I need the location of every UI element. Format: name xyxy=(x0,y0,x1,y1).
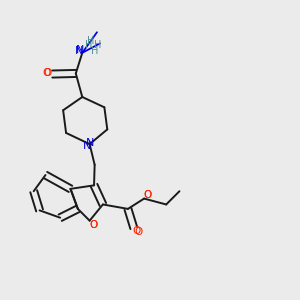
Text: H: H xyxy=(91,46,99,56)
Text: O: O xyxy=(44,68,52,78)
Text: N: N xyxy=(75,46,83,56)
Text: O: O xyxy=(43,68,51,78)
Text: O: O xyxy=(90,220,98,230)
Text: O: O xyxy=(89,220,97,230)
Text: N: N xyxy=(76,45,84,55)
Text: H: H xyxy=(94,40,102,50)
Text: H: H xyxy=(85,40,93,50)
Text: O: O xyxy=(143,190,151,200)
Text: N: N xyxy=(86,138,95,148)
Text: O: O xyxy=(133,226,141,236)
Text: O: O xyxy=(134,227,142,237)
Text: H: H xyxy=(87,36,94,46)
Text: O: O xyxy=(143,190,152,200)
Text: N: N xyxy=(82,142,91,152)
